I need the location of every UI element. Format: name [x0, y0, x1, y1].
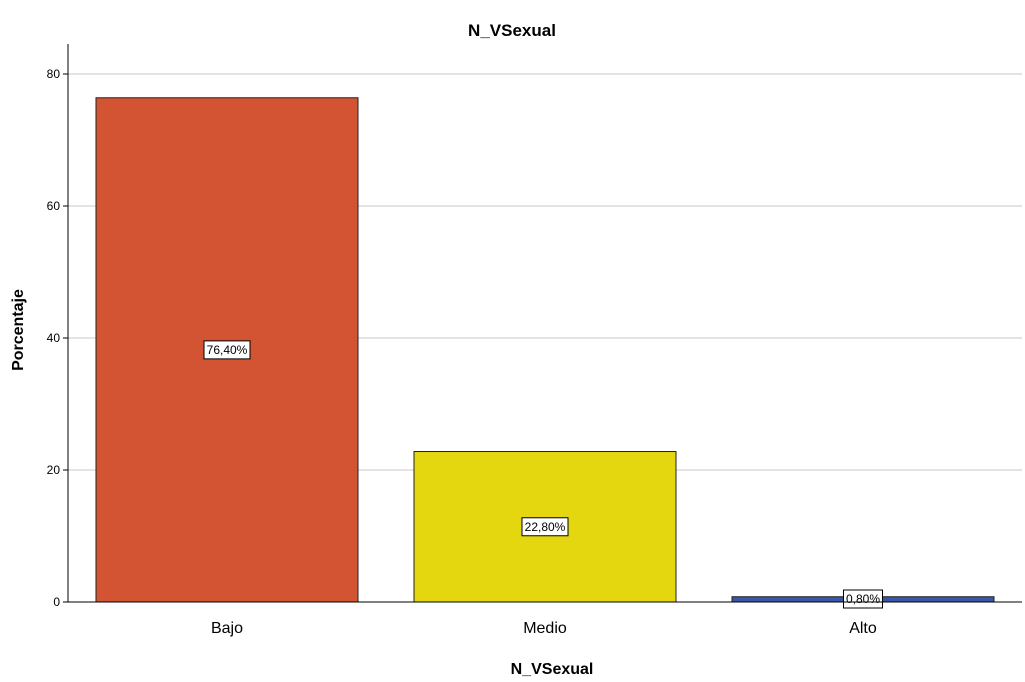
y-tick-label: 20: [47, 463, 61, 477]
x-tick-label: Alto: [849, 620, 877, 637]
data-label-box: [843, 589, 883, 609]
y-tick-label: 40: [47, 331, 61, 345]
y-axis-ticks: 0 20 40 60 80: [47, 67, 68, 609]
chart-title: N_VSexual: [468, 21, 556, 40]
x-axis-title: N_VSexual: [511, 661, 594, 678]
x-axis-ticks: Bajo Medio Alto: [211, 620, 877, 637]
data-label-box: [521, 517, 569, 537]
y-tick-label: 0: [53, 595, 60, 609]
data-labels: 76,40% 22,80% 0,80%: [203, 340, 883, 609]
y-tick-label: 80: [47, 67, 61, 81]
data-label: 76,40%: [203, 340, 251, 360]
data-label: 0,80%: [843, 589, 883, 609]
x-tick-label: Bajo: [211, 620, 243, 637]
y-axis-title: Porcentaje: [10, 289, 27, 371]
y-tick-label: 60: [47, 199, 61, 213]
data-label: 22,80%: [521, 517, 569, 537]
bars: [95, 97, 995, 603]
data-label-box: [203, 340, 251, 360]
bar-bajo: [95, 97, 359, 603]
data-label-text: 22,80%: [525, 520, 566, 534]
data-label-text: 0,80%: [846, 592, 880, 606]
x-tick-label: Medio: [523, 620, 567, 637]
data-label-text: 76,40%: [207, 343, 248, 357]
